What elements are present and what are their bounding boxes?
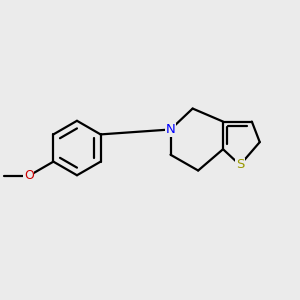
Text: S: S bbox=[236, 158, 244, 172]
Text: O: O bbox=[24, 169, 34, 182]
Text: N: N bbox=[166, 123, 176, 136]
